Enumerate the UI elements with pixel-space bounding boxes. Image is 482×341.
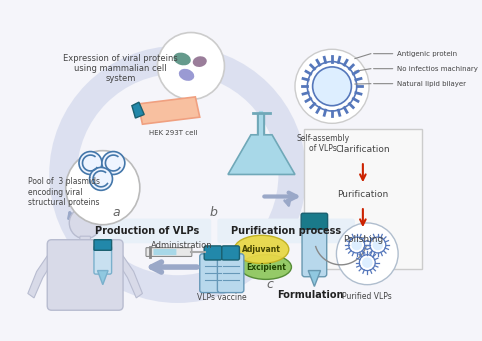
Ellipse shape [234,235,289,264]
FancyBboxPatch shape [204,246,222,260]
FancyBboxPatch shape [146,248,192,256]
Text: Administration: Administration [151,240,213,250]
Text: Antigenic protein: Antigenic protein [397,51,457,57]
FancyBboxPatch shape [80,236,91,247]
Text: VLPs vaccine: VLPs vaccine [197,294,247,302]
FancyBboxPatch shape [153,249,176,255]
Circle shape [362,257,373,268]
Circle shape [313,67,351,106]
FancyBboxPatch shape [94,240,112,250]
Circle shape [102,151,125,175]
FancyBboxPatch shape [222,246,240,260]
Text: Excipient: Excipient [246,263,286,271]
Text: Pool of  3 plasmids
encoding viral
structural proteins: Pool of 3 plasmids encoding viral struct… [28,177,100,207]
Text: HEK 293T cell: HEK 293T cell [149,130,198,136]
Text: No infectios machinary: No infectios machinary [397,66,478,72]
Circle shape [69,207,101,239]
Polygon shape [28,249,56,298]
Polygon shape [228,135,295,175]
Text: Self-assembly
of VLPs: Self-assembly of VLPs [296,134,350,153]
FancyBboxPatch shape [302,223,327,277]
Circle shape [66,151,140,225]
FancyBboxPatch shape [301,213,328,229]
FancyBboxPatch shape [200,254,226,293]
Polygon shape [132,102,144,118]
FancyBboxPatch shape [94,246,112,274]
FancyBboxPatch shape [217,219,355,243]
Text: Natural lipid bilayer: Natural lipid bilayer [397,81,466,87]
Text: Formulation: Formulation [277,290,343,300]
Polygon shape [97,270,108,285]
Polygon shape [138,97,200,124]
Circle shape [90,167,112,190]
Circle shape [336,223,398,285]
Text: Purification process: Purification process [231,226,341,236]
Circle shape [158,32,225,100]
Text: Production of VLPs: Production of VLPs [95,226,199,236]
Text: c: c [267,278,274,291]
Text: Polishing: Polishing [343,235,383,244]
Text: Purification: Purification [337,190,388,199]
Ellipse shape [179,69,194,81]
Text: Purified VLPs: Purified VLPs [342,292,392,301]
FancyBboxPatch shape [82,219,211,243]
Ellipse shape [241,255,292,279]
FancyBboxPatch shape [47,240,123,310]
Ellipse shape [174,53,191,65]
Text: b: b [209,206,217,219]
Text: Adjuvant: Adjuvant [242,245,281,254]
Circle shape [351,240,362,250]
Polygon shape [308,270,321,286]
Ellipse shape [193,56,207,67]
Circle shape [295,49,369,123]
Circle shape [79,151,102,175]
Circle shape [373,240,383,250]
Text: Expression of viral proteins
using mammalian cell
system: Expression of viral proteins using mamma… [63,54,178,84]
Text: a: a [112,206,120,219]
Polygon shape [114,249,143,298]
FancyBboxPatch shape [304,129,422,269]
FancyBboxPatch shape [217,254,244,293]
Text: Clarification: Clarification [335,145,390,154]
